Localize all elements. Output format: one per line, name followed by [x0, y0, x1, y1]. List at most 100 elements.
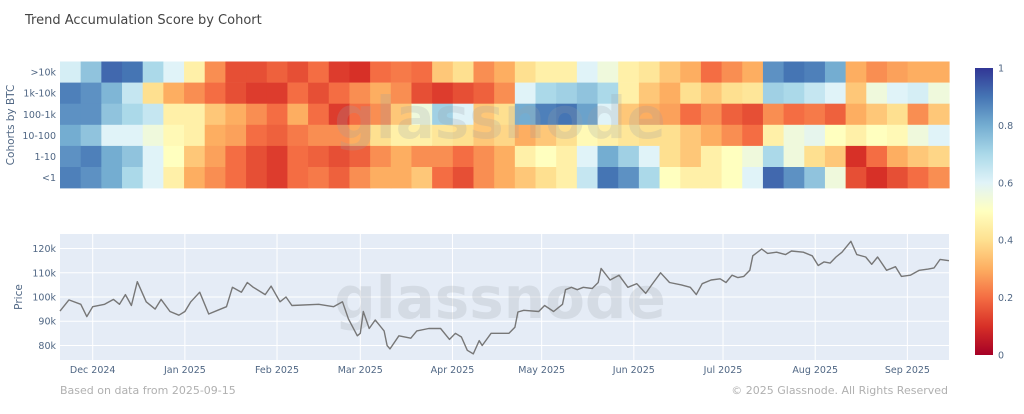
heatmap-cell — [80, 167, 102, 189]
colorbar-tick-label: 0 — [998, 351, 1004, 362]
heatmap-cell — [370, 167, 392, 189]
heatmap-cell — [101, 124, 123, 147]
heatmap-cell — [804, 82, 826, 104]
heatmap-cell — [762, 103, 785, 126]
heatmap-cell — [204, 61, 226, 83]
heatmap-cell — [308, 103, 330, 126]
heatmap-cell — [494, 61, 516, 83]
price-x-tick-label: Mar 2025 — [338, 365, 383, 376]
heatmap-cell — [246, 61, 268, 83]
heatmap-cell — [80, 61, 102, 83]
heatmap-cell — [349, 167, 371, 189]
heatmap-cell — [163, 61, 185, 83]
heatmap-cell — [576, 124, 599, 147]
heatmap-cell — [287, 82, 309, 104]
heatmap-cell — [824, 103, 847, 126]
heatmap-cell — [473, 61, 495, 83]
heatmap-cell — [432, 82, 454, 104]
heatmap-cell — [783, 124, 805, 147]
heatmap-cell — [907, 82, 929, 104]
heatmap-cell — [184, 103, 206, 126]
heatmap-row-label: 10-100 — [22, 131, 56, 142]
heatmap-row-label: >10k — [30, 68, 56, 79]
heatmap-cell — [886, 103, 909, 126]
heatmap-cell — [783, 167, 805, 189]
heatmap-cell — [618, 82, 640, 104]
heatmap-cell — [659, 103, 681, 126]
heatmap-cell — [721, 167, 743, 189]
heatmap-cell — [680, 61, 702, 83]
heatmap-cell — [762, 167, 785, 189]
heatmap-cell — [204, 167, 226, 189]
heatmap-cell — [246, 82, 268, 104]
heatmap-cell — [928, 167, 950, 189]
price-x-tick-label: Jul 2025 — [703, 365, 743, 376]
heatmap-row-label: 100-1k — [23, 110, 57, 121]
heatmap-cell — [184, 82, 206, 104]
heatmap-cell — [845, 124, 867, 147]
heatmap-cell — [473, 167, 495, 189]
heatmap-cell — [163, 167, 185, 189]
price-y-tick-label: 90k — [38, 317, 56, 328]
heatmap-cell — [122, 145, 144, 168]
heatmap-cell — [824, 61, 847, 83]
heatmap-cell — [60, 103, 82, 126]
heatmap-row-label: 1-10 — [34, 152, 56, 163]
heatmap-cell — [411, 103, 433, 126]
heatmap-cell — [411, 124, 433, 147]
heatmap-cell — [576, 82, 599, 104]
heatmap-cell — [390, 145, 413, 168]
watermark-heatmap: glassnode — [334, 84, 666, 152]
heatmap-cell — [411, 145, 433, 168]
heatmap-cell — [866, 145, 888, 168]
price-x-tick-label: Feb 2025 — [255, 365, 299, 376]
heatmap-cell — [866, 167, 888, 189]
heatmap-cell — [700, 82, 723, 104]
heatmap-cell — [122, 61, 144, 83]
heatmap-cell — [349, 103, 371, 126]
heatmap-y-label: Cohorts by BTC — [5, 85, 17, 166]
price-x-tick-label: Jan 2025 — [163, 365, 206, 376]
colorbar-tick-label: 0.8 — [998, 121, 1013, 132]
price-chart: 80k 90k 100k 110k 120k Dec 2024 Jan 2025 Feb 20… — [32, 234, 950, 376]
heatmap-cell — [60, 124, 82, 147]
heatmap-cell — [370, 61, 392, 83]
heatmap-cell — [287, 145, 309, 168]
colorbar-tick-label: 0.2 — [998, 293, 1013, 304]
price-y-label: Price — [13, 284, 25, 310]
price-x-tick-label: Aug 2025 — [792, 365, 838, 376]
heatmap-cell — [432, 61, 454, 83]
footer-copyright: © 2025 Glassnode. All Rights Reserved — [731, 384, 948, 397]
heatmap-cell — [824, 145, 847, 168]
heatmap-cell — [266, 145, 289, 168]
heatmap-cell — [473, 145, 495, 168]
heatmap-cell — [907, 61, 929, 83]
heatmap-row-label: 1k-10k — [23, 89, 56, 100]
heatmap-cell — [721, 82, 743, 104]
heatmap-cell — [638, 82, 661, 104]
heatmap-cell — [886, 61, 909, 83]
heatmap-cell — [804, 167, 826, 189]
heatmap-cell — [80, 124, 102, 147]
heatmap-cell — [184, 145, 206, 168]
heatmap-cell — [928, 61, 950, 83]
heatmap-cell — [886, 82, 909, 104]
price-y-tick-label: 120k — [32, 244, 56, 255]
heatmap-cell — [659, 82, 681, 104]
heatmap-cell — [432, 167, 454, 189]
heatmap-cell — [452, 103, 475, 126]
heatmap-cell — [576, 145, 599, 168]
heatmap-cell — [638, 167, 661, 189]
heatmap-cell — [700, 167, 723, 189]
heatmap-cell — [783, 145, 805, 168]
heatmap-cell — [597, 61, 619, 83]
heatmap-cell — [535, 145, 557, 168]
heatmap-cell — [204, 82, 226, 104]
price-x-tick-label: Jun 2025 — [612, 365, 655, 376]
heatmap-cell — [576, 103, 599, 126]
heatmap-cell — [80, 103, 102, 126]
heatmap-cell — [328, 103, 351, 126]
heatmap-cell — [80, 145, 102, 168]
heatmap-cell — [700, 124, 723, 147]
heatmap-cell — [576, 61, 599, 83]
